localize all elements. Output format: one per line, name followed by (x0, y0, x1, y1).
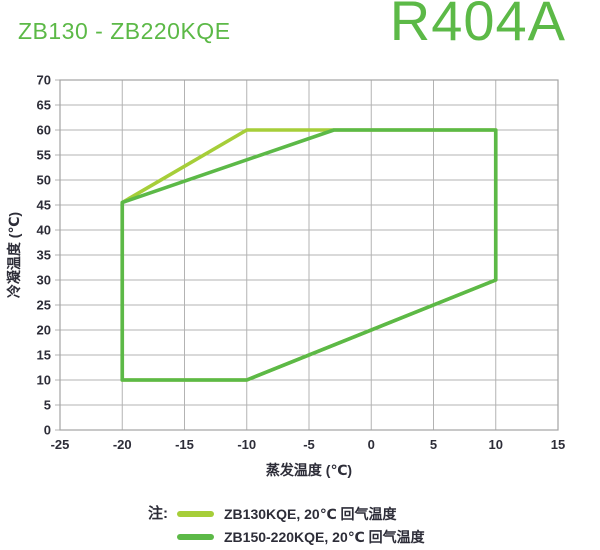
y-tick-label: 10 (37, 373, 51, 388)
chart-legend: 注: ZB130KQE, 20℃ 回气温度 ZB150-220KQE, 20℃ … (148, 504, 425, 547)
legend-swatch-zb130-icon (177, 511, 214, 517)
page-title: ZB130 - ZB220KQE (18, 18, 231, 44)
refrigerant-label: R404A (389, 0, 566, 52)
x-tick-label: 10 (489, 437, 503, 452)
y-tick-label: 45 (37, 198, 51, 213)
y-tick-label: 65 (37, 98, 51, 113)
x-tick-label: 15 (551, 437, 565, 452)
y-tick-label: 40 (37, 223, 51, 238)
y-tick-label: 55 (37, 148, 51, 163)
y-tick-label: 70 (37, 73, 51, 88)
legend-item-zb130: ZB130KQE, 20℃ 回气温度 (177, 504, 425, 524)
legend-item-label: ZB130KQE, 20℃ 回气温度 (224, 506, 397, 522)
legend-note-label: 注: (148, 505, 168, 522)
x-tick-label: -25 (51, 437, 70, 452)
x-tick-label: -5 (303, 437, 315, 452)
plot-border (59, 79, 559, 431)
y-axis-title: 冷凝温度 (℃) (6, 212, 22, 298)
x-tick-label: -15 (175, 437, 194, 452)
y-tick-label: 15 (37, 348, 51, 363)
x-tick-label: -10 (237, 437, 256, 452)
y-tick-label: 5 (44, 398, 51, 413)
legend-item-label: ZB150-220KQE, 20℃ 回气温度 (224, 529, 425, 545)
x-tick-label: 5 (430, 437, 437, 452)
y-tick-label: 25 (37, 298, 51, 313)
x-tick-label: -20 (113, 437, 132, 452)
y-tick-label: 30 (37, 273, 51, 288)
y-tick-label: 50 (37, 173, 51, 188)
y-tick-label: 60 (37, 123, 51, 138)
envelope-series-1 (120, 128, 498, 382)
legend-item-zb150-220: ZB150-220KQE, 20℃ 回气温度 (177, 527, 425, 547)
y-tick-label: 35 (37, 248, 51, 263)
legend-swatch-zb150-220-icon (177, 534, 214, 540)
y-tick-label: 0 (44, 423, 51, 438)
x-tick-label: 0 (368, 437, 375, 452)
x-axis-title: 蒸发温度 (℃) (266, 462, 352, 478)
y-tick-label: 20 (37, 323, 51, 338)
